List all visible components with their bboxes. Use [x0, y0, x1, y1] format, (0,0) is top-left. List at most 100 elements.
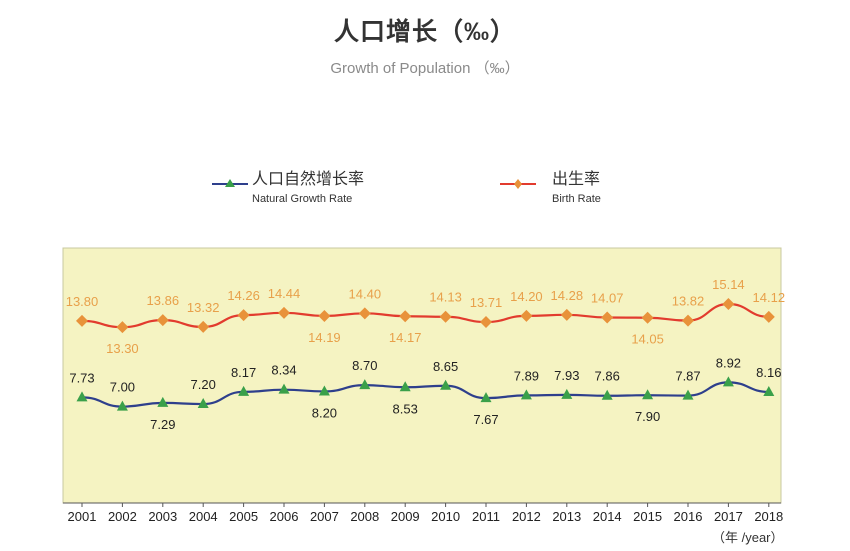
- birth-rate-data-label: 14.20: [510, 289, 543, 304]
- birth-rate-point: [399, 310, 412, 323]
- x-axis-unit-label: （年 /year）: [712, 530, 784, 545]
- natural-growth-point: [318, 385, 330, 396]
- natural-growth-point: [722, 376, 734, 387]
- birth-rate-point: [520, 309, 533, 322]
- x-tick-label: 2003: [148, 509, 177, 524]
- birth-rate-point: [197, 320, 210, 333]
- x-tick-label: 2009: [391, 509, 420, 524]
- birth-rate-point: [641, 311, 654, 324]
- natural-growth-data-label: 7.93: [554, 368, 579, 383]
- birth-rate-point: [237, 309, 250, 322]
- natural-growth-point: [278, 383, 290, 394]
- birth-rate-point: [682, 314, 694, 327]
- natural-growth-point: [520, 389, 532, 400]
- natural-growth-data-label: 8.16: [756, 365, 781, 380]
- x-tick-label: 2005: [229, 509, 258, 524]
- natural-growth-data-label: 7.29: [150, 417, 175, 432]
- natural-growth-data-label: 7.87: [675, 369, 700, 384]
- birth-rate-point: [601, 311, 614, 324]
- birth-rate-point: [318, 309, 331, 322]
- natural-growth-data-label: 7.90: [635, 409, 660, 424]
- birth-rate-point: [762, 310, 775, 323]
- legend-natural-growth-en: Natural Growth Rate: [252, 193, 353, 205]
- x-tick-label: 2017: [714, 509, 743, 524]
- x-tick-label: 2011: [472, 509, 500, 524]
- natural-growth-data-label: 8.17: [231, 365, 256, 380]
- x-tick-label: 2010: [431, 509, 460, 524]
- natural-growth-point: [197, 398, 209, 409]
- x-tick-label: 2013: [552, 509, 581, 524]
- x-tick-label: 2015: [633, 509, 662, 524]
- natural-growth-point: [601, 389, 613, 400]
- x-tick-label: 2006: [270, 509, 299, 524]
- natural-growth-line: [81, 381, 769, 408]
- x-tick-label: 2016: [674, 509, 703, 524]
- natural-growth-point: [561, 388, 573, 399]
- birth-rate-point: [156, 314, 169, 327]
- x-tick-label: 2008: [350, 509, 379, 524]
- birth-rate-data-label: 14.19: [308, 330, 341, 345]
- natural-growth-point: [157, 396, 169, 407]
- natural-growth-data-label: 7.89: [514, 368, 539, 383]
- natural-growth-point: [399, 381, 411, 392]
- natural-growth-data-label: 7.73: [69, 370, 94, 385]
- x-tick-label: 2002: [108, 509, 137, 524]
- x-tick-label: 2004: [189, 509, 218, 524]
- natural-growth-point: [116, 400, 128, 411]
- birth-rate-data-label: 13.30: [106, 341, 139, 356]
- legend-natural-growth-swatch: [212, 179, 248, 187]
- birth-rate-data-label: 13.71: [470, 295, 503, 310]
- x-tick-label: 2014: [593, 509, 622, 524]
- chart-title: 人口增长（‰）: [333, 18, 516, 46]
- natural-growth-data-label: 7.20: [191, 377, 216, 392]
- birth-rate-data-label: 13.80: [66, 294, 99, 309]
- x-tick-label: 2012: [512, 509, 541, 524]
- natural-growth-data-label: 7.67: [473, 412, 498, 427]
- birth-rate-data-label: 14.17: [389, 330, 422, 345]
- natural-growth-point: [642, 389, 654, 400]
- plot-area: [62, 247, 782, 504]
- birth-rate-point: [278, 306, 290, 319]
- x-tick-label: 2007: [310, 509, 339, 524]
- birth-rate-point: [358, 307, 371, 320]
- natural-growth-data-label: 8.70: [352, 358, 377, 373]
- natural-growth-point: [480, 392, 492, 403]
- birth-rate-data-label: 14.07: [591, 290, 624, 305]
- chart-subtitle: Growth of Population （‰）: [330, 60, 520, 77]
- birth-rate-data-label: 13.32: [187, 300, 220, 315]
- natural-growth-point: [763, 385, 775, 396]
- birth-rate-data-label: 14.26: [227, 288, 260, 303]
- natural-growth-data-label: 7.86: [595, 369, 620, 384]
- natural-growth-point: [76, 391, 88, 402]
- birth-rate-data-label: 13.86: [147, 293, 180, 308]
- legend-natural-growth-cn: 人口自然增长率: [252, 171, 365, 188]
- natural-growth-point: [238, 385, 250, 396]
- birth-rate-point: [560, 308, 573, 321]
- legend-birth-rate-en: Birth Rate: [552, 193, 601, 205]
- birth-rate-data-label: 14.40: [349, 286, 382, 301]
- birth-rate-point: [76, 314, 88, 327]
- natural-growth-data-label: 8.53: [393, 401, 418, 416]
- birth-rate-point: [480, 316, 492, 329]
- natural-growth-data-label: 8.20: [312, 405, 337, 420]
- legend-birth-rate: 出生率 Birth Rate: [500, 165, 601, 205]
- legend-birth-rate-swatch: [500, 179, 536, 189]
- natural-growth-data-label: 8.34: [271, 363, 296, 378]
- birth-rate-data-label: 14.13: [429, 290, 462, 305]
- natural-growth-data-label: 8.92: [716, 355, 741, 370]
- x-tick-label: 2001: [68, 509, 97, 524]
- birth-rate-data-label: 14.12: [753, 290, 786, 305]
- legend-natural-growth: 人口自然增长率 Natural Growth Rate: [212, 165, 364, 205]
- birth-rate-data-label: 14.28: [551, 288, 584, 303]
- birth-rate-data-label: 14.44: [268, 286, 301, 301]
- birth-rate-point: [116, 321, 129, 334]
- birth-rate-data-label: 13.82: [672, 294, 705, 309]
- x-tick-label: 2018: [754, 509, 783, 524]
- natural-growth-data-label: 7.00: [110, 380, 135, 395]
- natural-growth-data-label: 8.65: [433, 359, 458, 374]
- birth-rate-point: [722, 298, 735, 310]
- birth-rate-data-label: 15.14: [712, 277, 745, 292]
- natural-growth-point: [359, 379, 371, 390]
- birth-rate-data-label: 14.05: [631, 332, 664, 347]
